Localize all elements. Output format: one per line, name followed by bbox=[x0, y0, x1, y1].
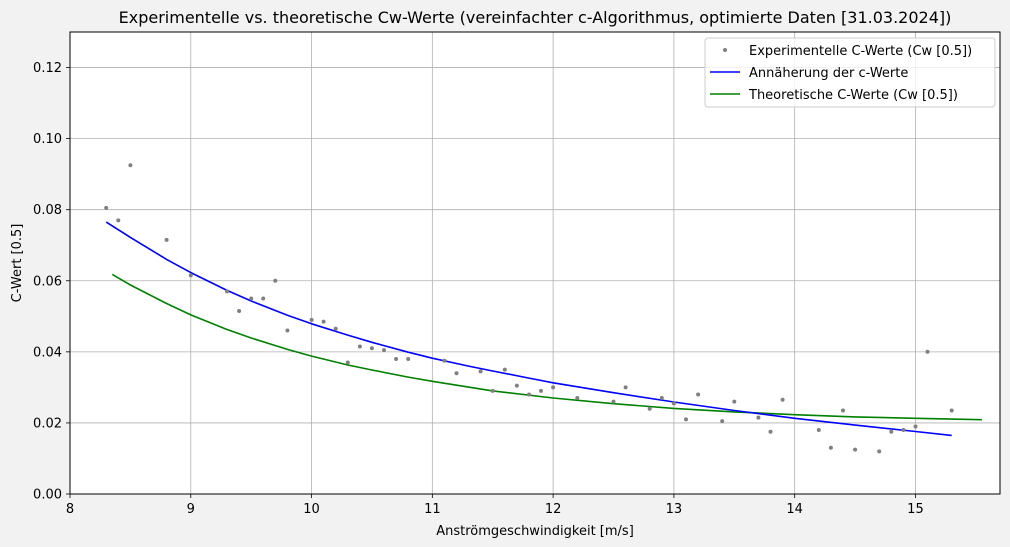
data-point bbox=[188, 273, 193, 278]
data-point bbox=[841, 408, 845, 413]
data-point bbox=[225, 289, 229, 294]
data-point bbox=[333, 326, 338, 331]
data-point bbox=[490, 388, 495, 393]
data-point bbox=[696, 392, 701, 397]
data-point bbox=[659, 396, 664, 400]
data-point bbox=[116, 218, 121, 223]
data-point bbox=[925, 349, 930, 354]
x-axis-label: Anströmgeschwindigkeit [m/s] bbox=[436, 524, 634, 539]
data-point bbox=[128, 163, 133, 168]
y-tick-label: 0.12 bbox=[33, 61, 62, 76]
data-point bbox=[527, 392, 531, 397]
legend: Experimentelle C-Werte (Cw [0.5]) Annähe… bbox=[704, 37, 996, 108]
data-point bbox=[442, 358, 447, 363]
data-point bbox=[502, 367, 507, 372]
x-tick-label: 15 bbox=[907, 502, 924, 517]
fit-curve bbox=[105, 221, 952, 437]
data-point bbox=[684, 417, 688, 422]
y-tick-label: 0.06 bbox=[33, 274, 62, 289]
data-point bbox=[539, 388, 543, 393]
chart-title: Experimentelle vs. theoretische Cw-Werte… bbox=[119, 8, 952, 27]
theory-curve bbox=[111, 273, 982, 421]
data-point bbox=[901, 428, 906, 432]
data-point bbox=[285, 328, 290, 333]
legend-marker-experimental bbox=[723, 48, 727, 52]
y-tick-label: 0.10 bbox=[33, 132, 62, 147]
data-point bbox=[345, 360, 350, 365]
series-layer bbox=[104, 163, 982, 454]
x-tick-label: 10 bbox=[303, 502, 320, 517]
data-point bbox=[949, 408, 954, 413]
data-point bbox=[164, 237, 169, 242]
data-point bbox=[382, 348, 386, 353]
data-point bbox=[237, 309, 242, 313]
data-point bbox=[828, 445, 833, 450]
legend-box bbox=[704, 37, 996, 108]
data-point bbox=[756, 415, 761, 420]
legend-label-experimental: Experimentelle C-Werte (Cw [0.5]) bbox=[749, 44, 972, 59]
x-tick-label: 8 bbox=[66, 502, 74, 517]
data-point bbox=[514, 383, 519, 388]
x-tick-label: 14 bbox=[786, 502, 803, 517]
data-point bbox=[720, 419, 725, 424]
data-point bbox=[671, 401, 676, 406]
plot-frame bbox=[69, 31, 1001, 495]
data-point bbox=[478, 369, 483, 374]
data-point bbox=[309, 317, 314, 322]
data-point bbox=[877, 449, 882, 454]
data-point bbox=[261, 296, 266, 301]
x-tick-label: 9 bbox=[187, 502, 195, 517]
data-point bbox=[575, 396, 580, 400]
data-point bbox=[406, 357, 411, 361]
y-axis-label: C-Wert [0.5] bbox=[10, 224, 25, 303]
data-point bbox=[768, 429, 773, 434]
data-point bbox=[623, 385, 628, 390]
data-point bbox=[249, 296, 254, 301]
x-tick-label: 13 bbox=[666, 502, 683, 517]
data-point bbox=[104, 205, 109, 210]
data-point bbox=[394, 357, 399, 361]
legend-label-theory: Theoretische C-Werte (Cw [0.5]) bbox=[748, 88, 958, 103]
data-point bbox=[889, 429, 894, 434]
data-point bbox=[321, 319, 326, 324]
data-point bbox=[369, 346, 374, 351]
data-point bbox=[454, 371, 459, 376]
data-point bbox=[611, 399, 616, 404]
data-point bbox=[647, 406, 652, 411]
data-point bbox=[551, 385, 556, 390]
y-tick-label: 0.08 bbox=[33, 203, 62, 218]
y-tick-label: 0.00 bbox=[33, 488, 62, 503]
data-point bbox=[853, 447, 858, 452]
legend-label-fit: Annäherung der c-Werte bbox=[749, 66, 908, 81]
data-point bbox=[816, 428, 821, 432]
y-tick-label: 0.04 bbox=[33, 345, 62, 360]
x-tick-label: 11 bbox=[424, 502, 441, 517]
data-point bbox=[357, 344, 362, 349]
data-point bbox=[732, 399, 737, 404]
y-tick-label: 0.02 bbox=[33, 416, 62, 431]
data-point bbox=[273, 278, 278, 283]
data-point bbox=[913, 424, 918, 429]
data-point bbox=[780, 397, 785, 402]
x-tick-label: 12 bbox=[545, 502, 562, 517]
ticks: 8 9 10 11 12 13 14 15 0.00 0.02 0.04 0.06 0.08 0.10 0.… bbox=[33, 61, 924, 517]
